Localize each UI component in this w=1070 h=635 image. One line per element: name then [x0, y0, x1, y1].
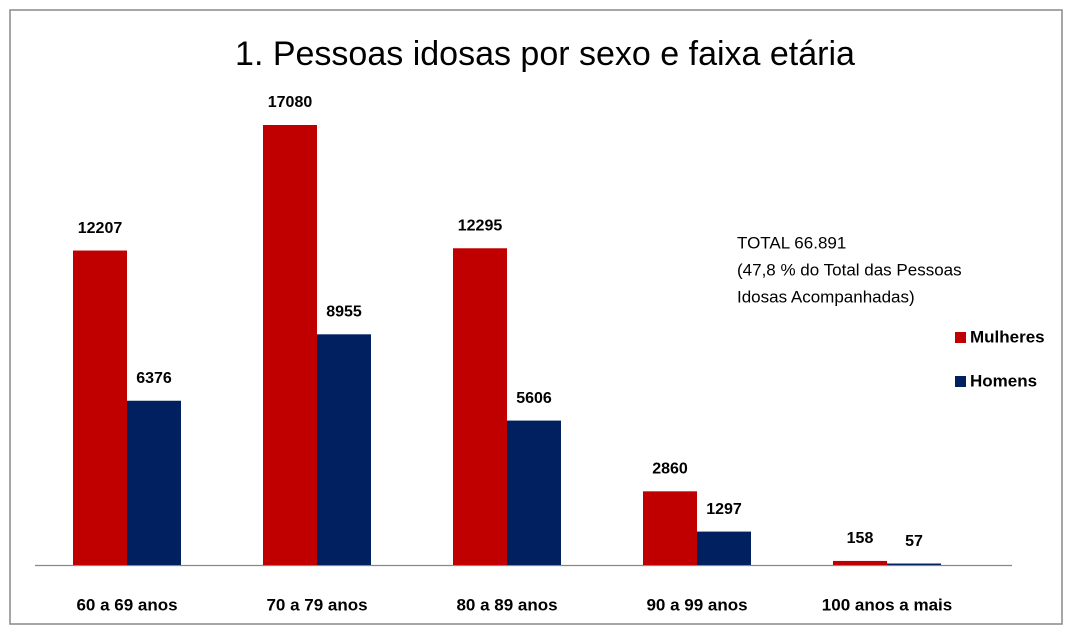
data-label: 158 — [847, 530, 874, 547]
annotation: (47,8 % do Total das Pessoas — [737, 260, 962, 279]
legend-swatch — [955, 332, 966, 343]
x-tick-label: 90 a 99 anos — [646, 595, 747, 614]
x-tick-label: 100 anos a mais — [822, 595, 952, 614]
annotation: TOTAL 66.891 — [737, 233, 846, 252]
bar — [507, 420, 561, 565]
bar — [833, 560, 887, 565]
data-label: 2860 — [652, 461, 688, 478]
data-label: 8955 — [326, 304, 362, 321]
data-label: 6376 — [136, 370, 172, 387]
legend-label: Mulheres — [970, 327, 1045, 346]
legend-label: Homens — [970, 371, 1037, 390]
bar — [73, 250, 127, 566]
bar — [643, 491, 697, 565]
data-label: 17080 — [268, 94, 313, 111]
x-tick-label: 70 a 79 anos — [266, 595, 367, 614]
legend-swatch — [955, 376, 966, 387]
bar — [697, 531, 751, 565]
data-label: 57 — [905, 533, 923, 550]
x-tick-label: 60 a 69 anos — [76, 595, 177, 614]
bar — [453, 248, 507, 566]
data-label: 12207 — [78, 220, 123, 237]
bar — [127, 400, 181, 565]
annotation: Idosas Acompanhadas) — [737, 287, 915, 306]
bar — [317, 334, 371, 565]
data-label: 1297 — [706, 501, 742, 518]
data-label: 12295 — [458, 217, 503, 234]
x-tick-label: 80 a 89 anos — [456, 595, 557, 614]
bar — [263, 125, 317, 565]
bar — [887, 563, 941, 565]
chart-title: 1. Pessoas idosas por sexo e faixa etári… — [235, 35, 855, 73]
data-label: 5606 — [516, 390, 552, 407]
